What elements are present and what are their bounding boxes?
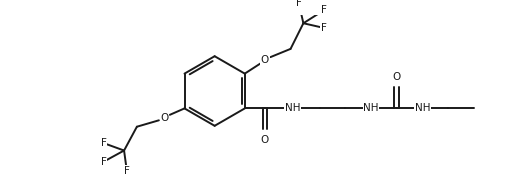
Text: NH: NH [414, 103, 430, 113]
Text: NH: NH [364, 103, 379, 113]
Text: NH: NH [285, 103, 300, 113]
Text: F: F [321, 6, 326, 15]
Text: O: O [261, 55, 269, 65]
Text: F: F [101, 156, 107, 166]
Text: O: O [393, 72, 401, 82]
Text: F: F [296, 0, 302, 8]
Text: F: F [124, 166, 130, 176]
Text: F: F [321, 23, 326, 33]
Text: O: O [261, 135, 269, 145]
Text: O: O [160, 112, 169, 123]
Text: F: F [101, 138, 107, 148]
